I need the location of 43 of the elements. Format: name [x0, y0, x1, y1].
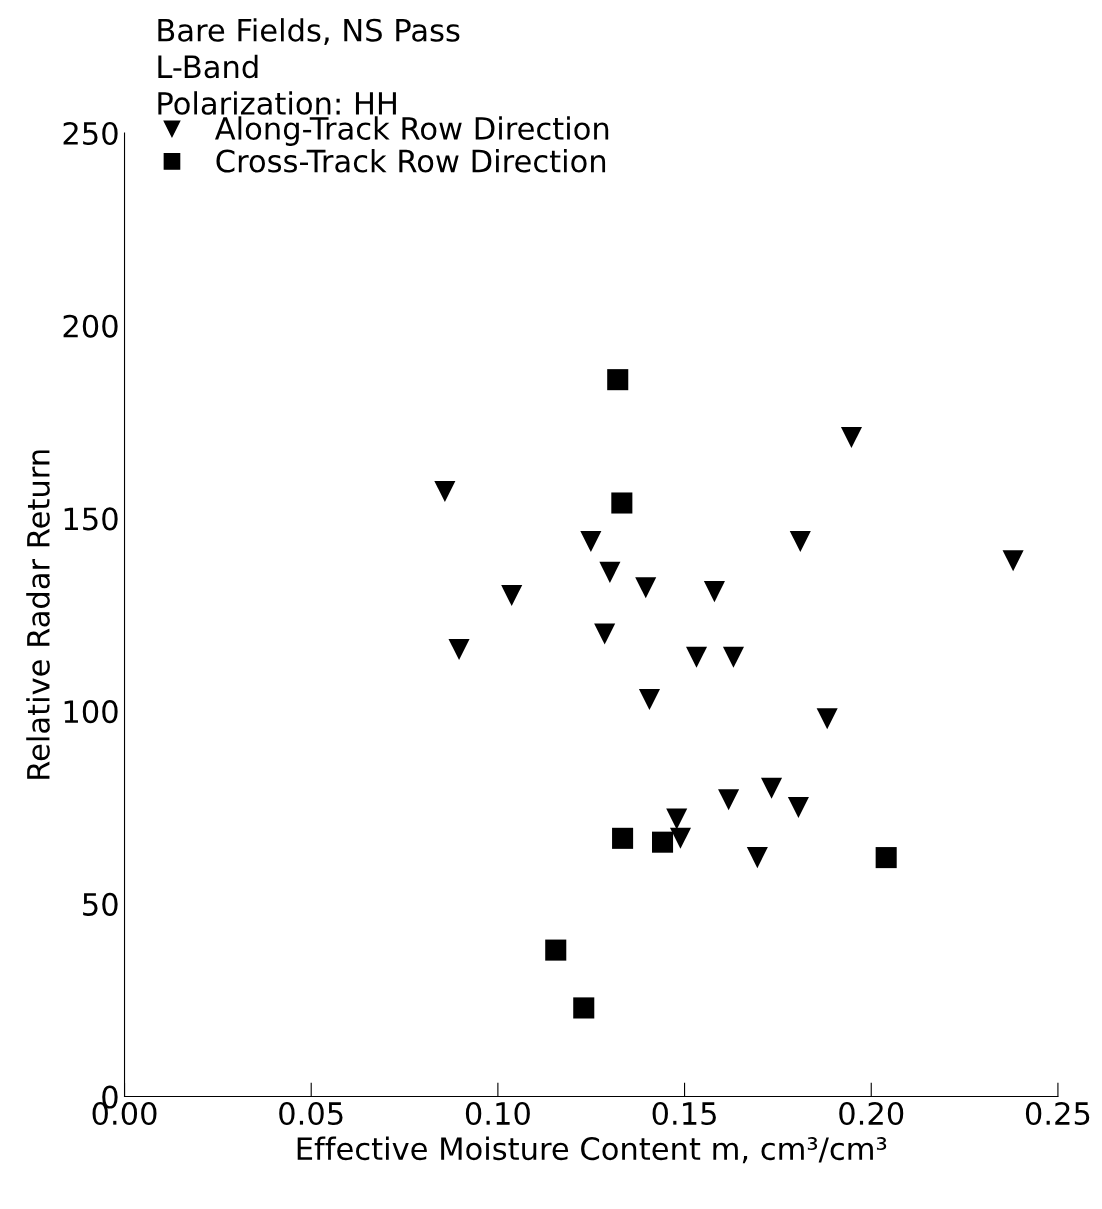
point — [718, 789, 740, 811]
y-tick-label: 250 — [63, 121, 118, 146]
point — [1002, 550, 1024, 572]
point — [434, 480, 456, 502]
point — [746, 847, 768, 869]
point — [666, 808, 688, 830]
y-tick-label: 100 — [64, 700, 118, 724]
point — [607, 369, 629, 391]
point — [761, 777, 783, 799]
point — [573, 997, 595, 1019]
point — [875, 847, 897, 869]
point — [722, 646, 744, 668]
point — [652, 831, 674, 853]
point — [635, 577, 657, 599]
point — [580, 531, 602, 553]
point — [789, 531, 811, 553]
y-axis-title: Relative Radar Return — [26, 450, 50, 779]
point — [840, 426, 862, 449]
x-tick-label: 0.05 — [279, 1101, 343, 1126]
point — [816, 708, 838, 730]
x-tick-label: 0.15 — [652, 1101, 716, 1126]
point — [611, 492, 633, 514]
y-tick-label: 50 — [83, 892, 118, 916]
point — [703, 581, 725, 603]
point — [638, 689, 660, 711]
point — [669, 827, 691, 849]
legend-label: Along-Track Row Direction — [214, 116, 609, 146]
point — [685, 646, 708, 668]
x-tick-label: 0.25 — [1025, 1101, 1090, 1126]
point — [612, 827, 634, 849]
point — [599, 561, 621, 583]
point — [501, 584, 523, 607]
x-tick-label: 0.20 — [839, 1101, 904, 1126]
chart-title: Bare Fields, NS Pass L-Band Polarization: HH — [158, 18, 460, 115]
x-tick-label: 0.10 — [465, 1101, 530, 1126]
point — [787, 796, 809, 819]
legend-label: Cross-Track Row Direction — [216, 148, 606, 173]
y-tick-label: 150 — [64, 507, 118, 531]
point — [448, 638, 470, 660]
x-axis-title: Effective Moisture Content m, cm³/cm³ — [297, 1136, 887, 1164]
y-tick-label: 200 — [63, 314, 118, 338]
point — [594, 623, 616, 645]
point — [545, 939, 567, 961]
